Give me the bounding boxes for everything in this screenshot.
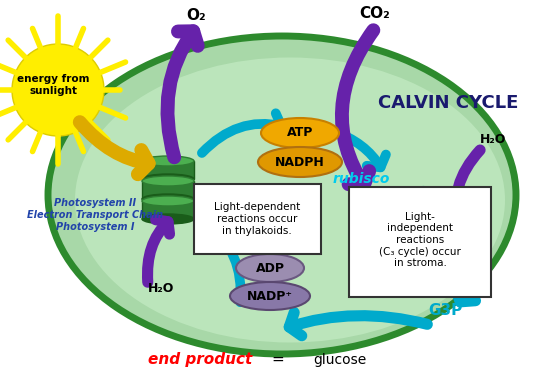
Bar [142, 161, 194, 179]
Ellipse shape [142, 214, 194, 224]
Text: H₂O: H₂O [148, 282, 174, 295]
FancyArrowPatch shape [207, 221, 241, 302]
FancyArrowPatch shape [333, 131, 386, 167]
Text: glucose: glucose [314, 353, 367, 367]
Text: =: = [272, 352, 284, 367]
FancyArrowPatch shape [289, 313, 427, 336]
Ellipse shape [142, 176, 194, 186]
Ellipse shape [142, 156, 194, 166]
Text: Light-
independent
reactions
(C₃ cycle) occur
in stroma.: Light- independent reactions (C₃ cycle) … [379, 212, 461, 268]
FancyArrowPatch shape [202, 113, 282, 153]
Ellipse shape [230, 282, 310, 310]
Text: G3P: G3P [428, 303, 462, 318]
Text: rubisco: rubisco [333, 172, 390, 186]
Circle shape [12, 44, 104, 136]
Text: end product: end product [148, 352, 252, 367]
Text: H₂O: H₂O [480, 133, 507, 146]
Ellipse shape [258, 147, 342, 177]
Text: Light-dependent
reactions occur
in thylakoids.: Light-dependent reactions occur in thyla… [214, 202, 300, 236]
Text: energy from
sunlight: energy from sunlight [16, 74, 89, 96]
FancyArrowPatch shape [455, 218, 477, 302]
Text: ADP: ADP [256, 262, 284, 275]
Text: CALVIN CYCLE: CALVIN CYCLE [378, 94, 518, 112]
FancyBboxPatch shape [349, 187, 491, 297]
FancyArrowPatch shape [448, 150, 480, 226]
Text: ATP: ATP [287, 126, 313, 139]
FancyArrowPatch shape [147, 220, 169, 282]
FancyBboxPatch shape [194, 184, 321, 254]
FancyArrowPatch shape [423, 190, 465, 207]
Text: NADP⁺: NADP⁺ [247, 290, 293, 303]
Ellipse shape [142, 196, 194, 206]
Bar [142, 181, 194, 199]
Text: Photosystem II
Electron Transport Chain
Photosystem I: Photosystem II Electron Transport Chain … [27, 199, 163, 232]
Text: O₂: O₂ [186, 8, 206, 23]
FancyArrowPatch shape [342, 30, 373, 185]
Bar [142, 201, 194, 219]
Text: NADPH: NADPH [275, 156, 325, 169]
Text: CO₂: CO₂ [360, 6, 390, 21]
FancyArrowPatch shape [80, 122, 148, 174]
FancyArrowPatch shape [167, 31, 198, 157]
Ellipse shape [142, 174, 194, 184]
Ellipse shape [236, 254, 304, 282]
Ellipse shape [142, 194, 194, 204]
Ellipse shape [75, 58, 505, 343]
Ellipse shape [48, 36, 516, 354]
Ellipse shape [261, 118, 339, 148]
